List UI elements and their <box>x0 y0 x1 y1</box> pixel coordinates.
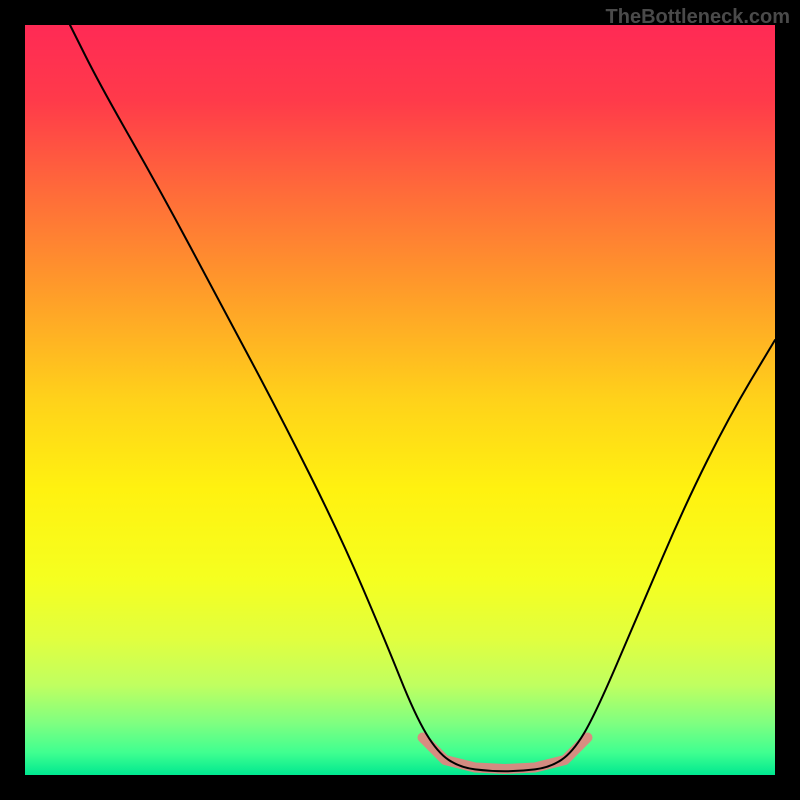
plot-background <box>25 25 775 775</box>
bottleneck-chart <box>0 0 800 800</box>
watermark-label: TheBottleneck.com <box>606 6 790 29</box>
chart-container: TheBottleneck.com <box>0 0 800 800</box>
